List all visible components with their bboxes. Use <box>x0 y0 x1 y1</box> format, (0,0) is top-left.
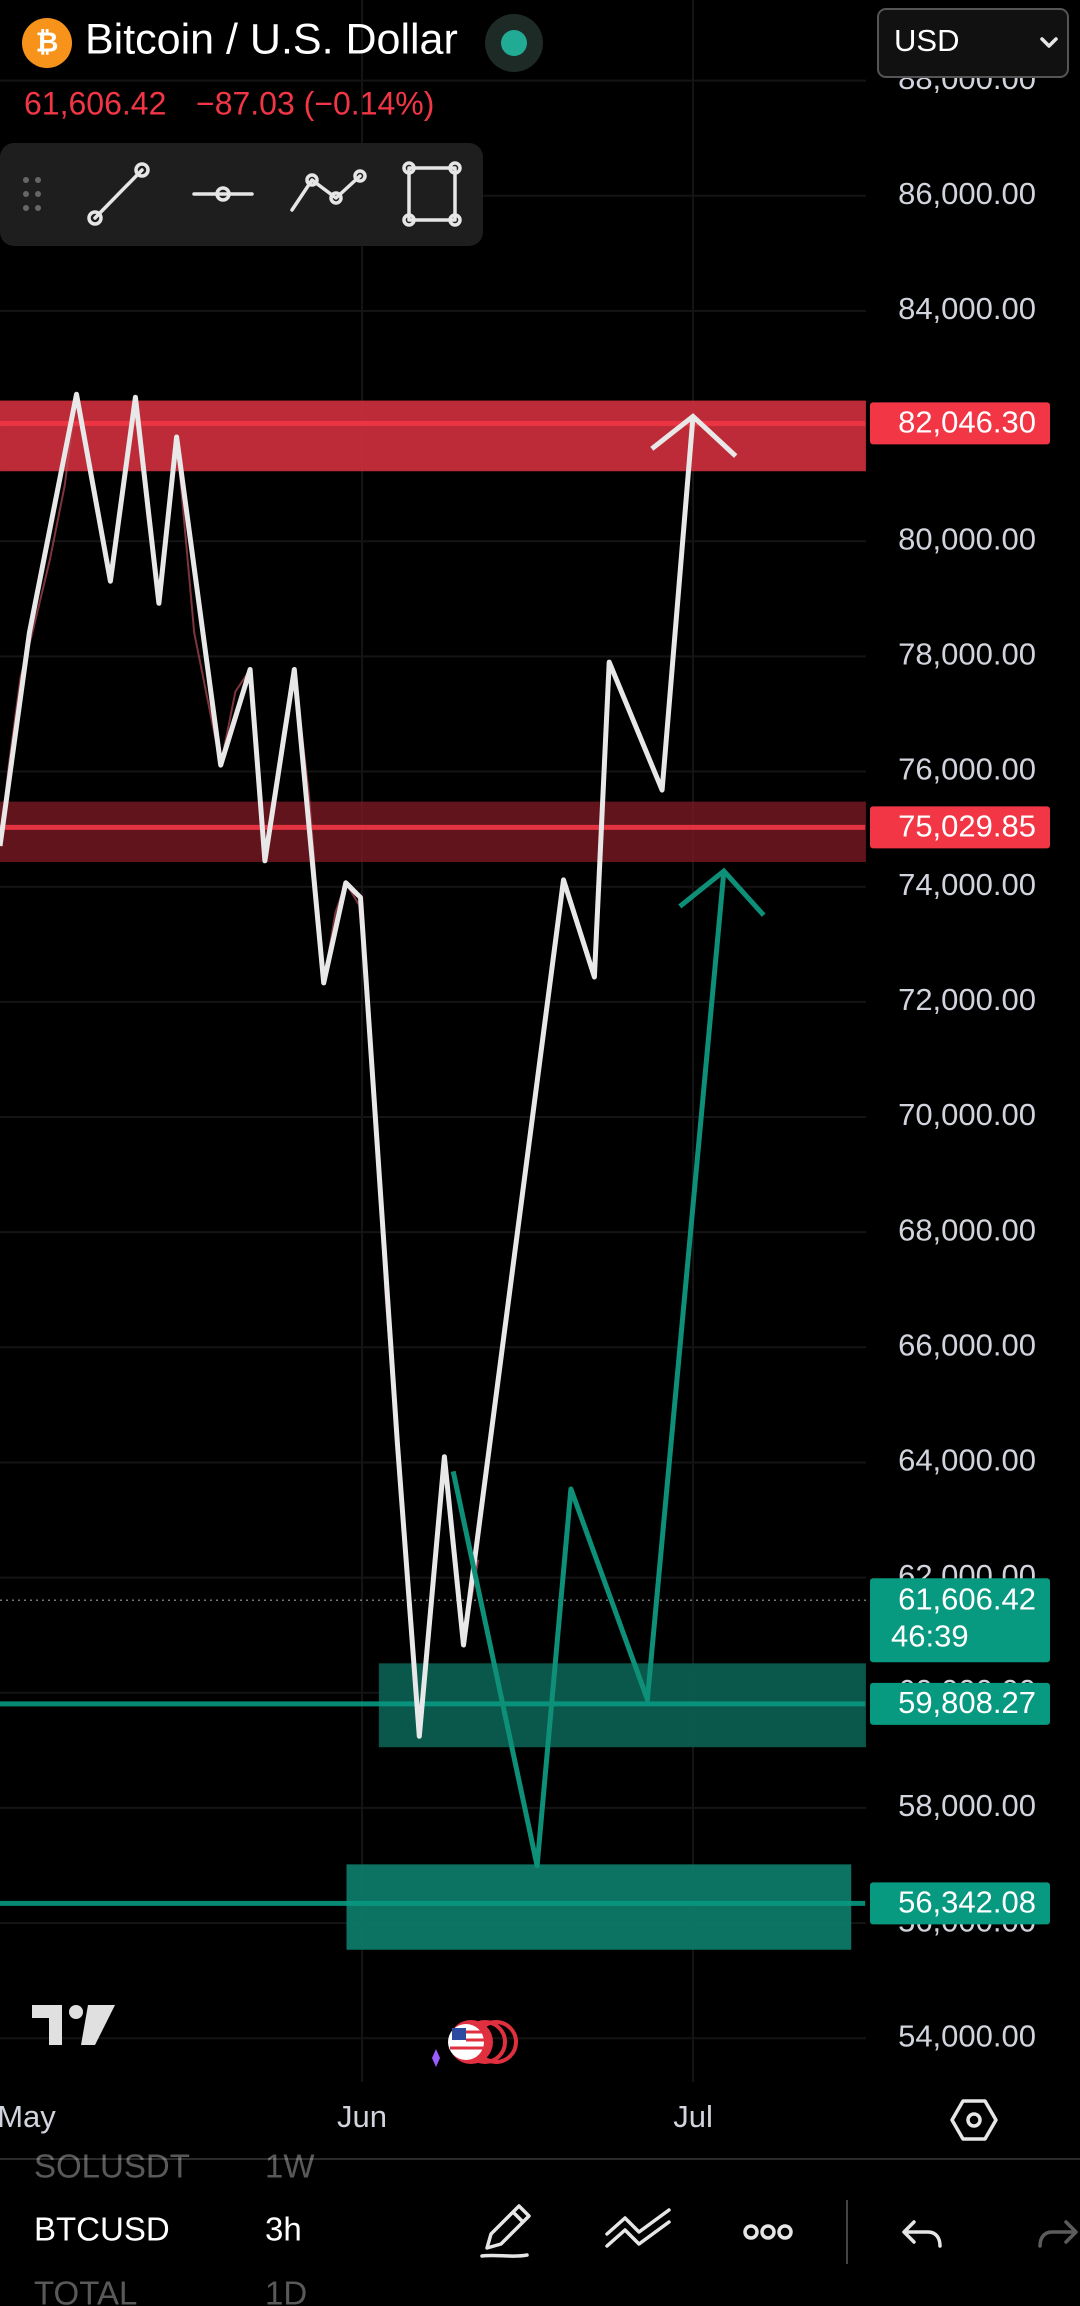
green-arrow-head <box>678 867 766 917</box>
undo-button[interactable] <box>902 2220 942 2248</box>
trend-line-tool[interactable] <box>87 162 150 226</box>
price-marker <box>870 806 1050 849</box>
watch-symbol[interactable]: TOTAL <box>34 2275 137 2306</box>
last-price: 61,606.42 <box>24 85 166 121</box>
y-tick-label: 58,000.00 <box>898 1788 1036 1823</box>
drawing-toolbar <box>0 143 483 246</box>
watch-interval[interactable]: 3h <box>265 2211 302 2248</box>
time-axis: May Jun Jul <box>0 2099 713 2134</box>
y-tick-label: 68,000.00 <box>898 1212 1036 1247</box>
market-status-dot <box>501 30 527 56</box>
more-button[interactable] <box>743 2224 793 2240</box>
price-marker <box>870 1882 1050 1925</box>
draw-button[interactable] <box>480 2204 531 2258</box>
green-projection <box>450 870 727 1869</box>
price-marker-label: 75,029.85 <box>898 809 1036 844</box>
currency-select[interactable] <box>877 8 1069 78</box>
y-tick-label: 80,000.00 <box>898 521 1036 556</box>
plot-area <box>0 0 866 2082</box>
watchlist: SOLUSDT 1W BTCUSD 3h TOTAL 1D <box>34 2148 315 2306</box>
y-tick-label: 74,000.00 <box>898 867 1036 902</box>
y-tick-label: 84,000.00 <box>898 291 1036 326</box>
bitcoin-icon <box>22 18 72 68</box>
dropdown-chevron <box>1040 37 1058 48</box>
price-marker <box>870 402 1050 445</box>
bottom-tools <box>480 2200 1078 2264</box>
white-projection <box>0 391 696 1739</box>
watch-interval[interactable]: 1W <box>265 2148 315 2185</box>
watch-symbol[interactable]: BTCUSD <box>34 2211 170 2248</box>
zone <box>0 801 866 862</box>
price-marker <box>870 1682 1050 1725</box>
price-marker-label: 61,606.42 <box>898 1581 1036 1616</box>
price-change: −87.03 (−0.14%) <box>196 85 434 121</box>
horizontal-ray-tool[interactable] <box>192 186 254 202</box>
x-tick-label: May <box>0 2099 56 2134</box>
y-tick-label: 76,000.00 <box>898 752 1036 787</box>
chart-settings[interactable] <box>950 2099 998 2141</box>
y-tick-label: 66,000.00 <box>898 1327 1036 1362</box>
indicators-button[interactable] <box>605 2208 671 2248</box>
bitcoin-icon-glyph: ₿ <box>36 26 59 57</box>
redo-button[interactable] <box>1038 2220 1078 2248</box>
zone <box>346 1864 852 1950</box>
y-tick-label: 78,000.00 <box>898 637 1036 672</box>
y-tick-label: 54,000.00 <box>898 2018 1036 2053</box>
y-tick-label: 72,000.00 <box>898 982 1036 1017</box>
tradingview-logo[interactable] <box>32 2005 115 2045</box>
price-marker-label: 56,342.08 <box>898 1885 1036 1920</box>
watch-symbol[interactable]: SOLUSDT <box>34 2148 190 2185</box>
currency-label: USD <box>894 23 959 58</box>
header: ₿ Bitcoin / U.S. Dollar 61,606.42 −87.03… <box>22 8 1069 121</box>
y-tick-label: 70,000.00 <box>898 1097 1036 1132</box>
rectangle-tool[interactable] <box>402 161 462 227</box>
price-marker-label: 82,046.30 <box>898 405 1036 440</box>
price-marker-label: 59,808.27 <box>898 1685 1036 1720</box>
x-tick-label: Jun <box>337 2099 387 2134</box>
drag-handle[interactable] <box>23 177 41 211</box>
price-marker <box>870 1578 1050 1663</box>
countdown-label: 46:39 <box>891 1618 969 1653</box>
y-tick-label: 86,000.00 <box>898 176 1036 211</box>
symbol-title[interactable]: Bitcoin / U.S. Dollar <box>85 15 458 63</box>
y-tick-label: 64,000.00 <box>898 1443 1036 1478</box>
path-tool[interactable] <box>290 169 367 212</box>
economic-events[interactable] <box>432 2020 518 2067</box>
white-arrow-head <box>650 413 738 458</box>
x-tick-label: Jul <box>673 2099 713 2134</box>
watch-interval[interactable]: 1D <box>265 2275 307 2306</box>
